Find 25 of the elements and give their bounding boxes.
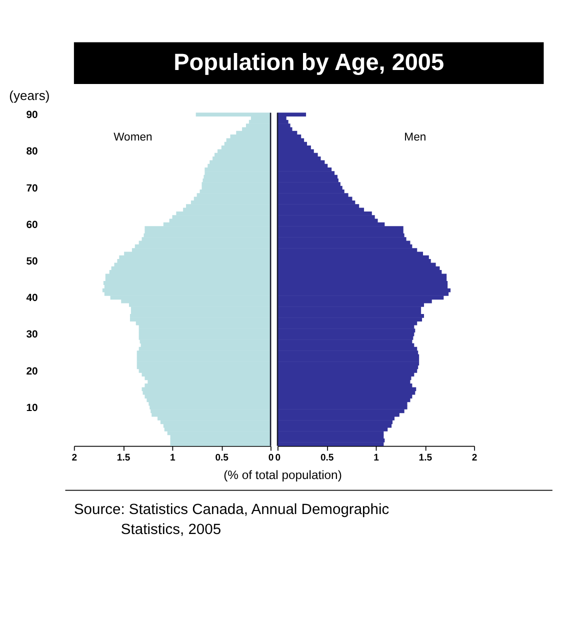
x-tick-label: 0.5 <box>320 452 334 464</box>
x-tick-label: 0.5 <box>215 452 230 464</box>
y-tick-label: 70 <box>26 183 38 194</box>
x-tick-label: 0 <box>268 452 274 464</box>
y-tick-label: 80 <box>26 146 38 158</box>
x-tick-label: 1 <box>374 452 380 464</box>
source-note: Source: Statistics Canada, Annual Demographic Statistics, 2005 <box>74 502 390 538</box>
x-axis-title: (% of total population) <box>224 468 342 482</box>
y-tick-label: 30 <box>26 330 38 341</box>
y-axis-title: (years) <box>9 88 50 104</box>
x-tick-label: 1 <box>170 452 176 464</box>
y-tick-label: 10 <box>26 402 38 414</box>
y-tick-label: 90 <box>26 110 38 122</box>
y-tick-label: 50 <box>26 256 38 268</box>
x-tick-label: 2 <box>72 452 78 464</box>
x-tick-label: 0 <box>275 452 281 464</box>
chart-title: Population by Age, 2005 <box>174 49 444 76</box>
x-tick-label: 1.5 <box>116 452 131 464</box>
y-tick-label: 40 <box>26 293 38 304</box>
x-tick-label: 2 <box>472 452 478 464</box>
y-tick-label: 60 <box>26 220 38 231</box>
x-tick-label: 1.5 <box>418 452 433 464</box>
y-tick-label: 20 <box>26 366 38 378</box>
text: Men <box>404 132 426 144</box>
text: Women <box>114 132 152 144</box>
